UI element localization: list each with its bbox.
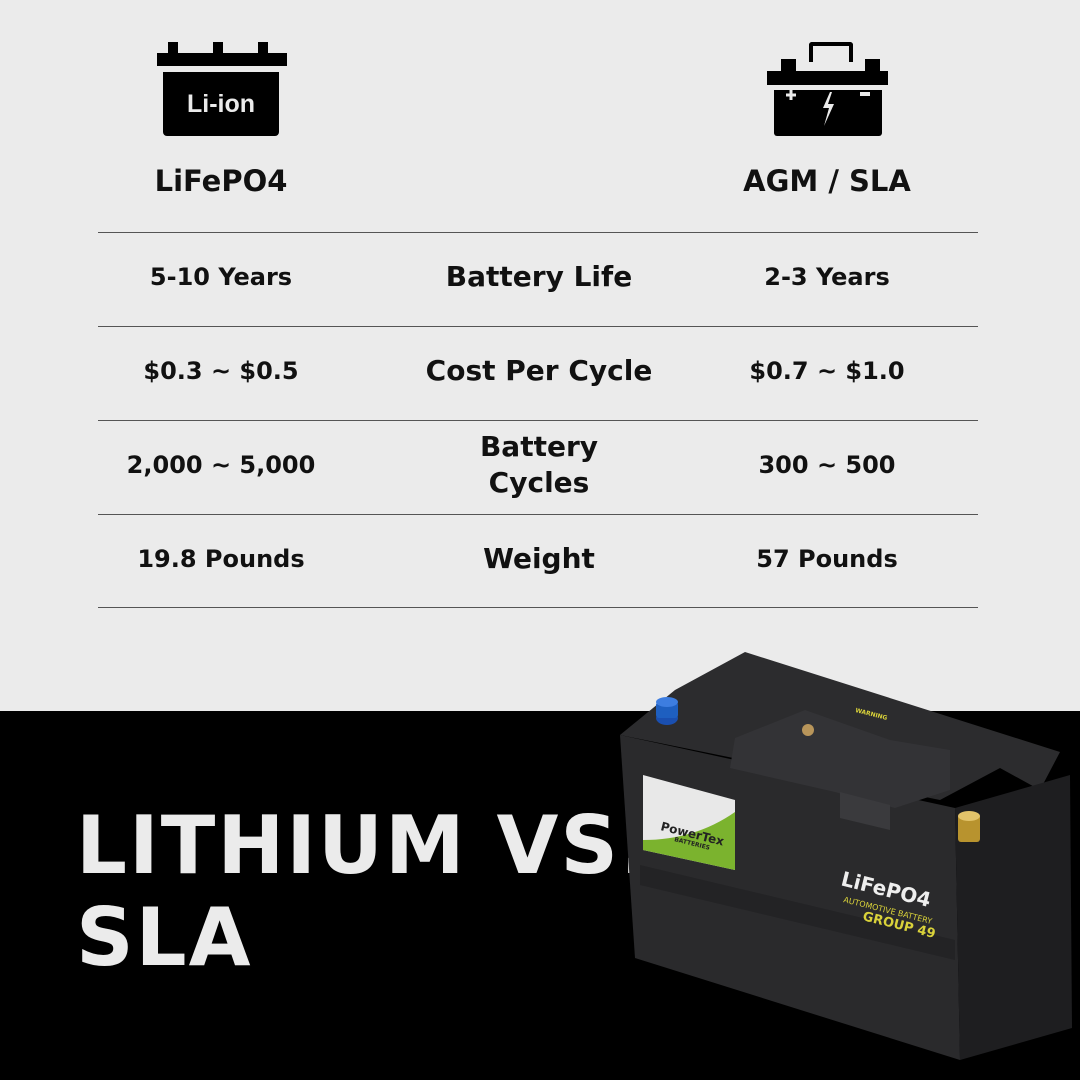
agm-value: $0.7 ~ $1.0 — [749, 357, 905, 385]
li-ion-label: Li-ion — [186, 89, 256, 118]
lifepo4-value: $0.3 ~ $0.5 — [143, 357, 299, 385]
divider — [98, 326, 978, 327]
lifepo4-heading: LiFePO4 — [154, 164, 288, 198]
lifepo4-battery-image: PowerTex BATTERIES LiFePO4 AUTOMOTIVE BA… — [620, 652, 1072, 1060]
positive-terminal — [958, 814, 980, 842]
car-battery-icon — [767, 42, 888, 136]
agm-sla-heading: AGM / SLA — [743, 164, 911, 198]
divider — [98, 420, 978, 421]
metric-label: Battery Cycles — [479, 430, 599, 499]
divider — [98, 514, 978, 515]
divider — [98, 607, 978, 608]
lifepo4-value: 2,000 ~ 5,000 — [126, 451, 316, 479]
metric-label: Weight — [483, 542, 595, 575]
divider — [98, 232, 978, 233]
metric-label: Battery Life — [445, 260, 633, 293]
li-ion-battery-icon: Li-ion — [157, 42, 287, 136]
lifepo4-value: 19.8 Pounds — [137, 545, 305, 573]
title-line-2: SLA — [76, 891, 253, 984]
agm-value: 2-3 Years — [764, 263, 890, 291]
agm-value: 300 ~ 500 — [758, 451, 896, 479]
agm-value: 57 Pounds — [756, 545, 898, 573]
lifepo4-value: 5-10 Years — [149, 263, 293, 291]
banner-title: LITHIUM VS. SLA — [76, 800, 652, 984]
title-line-1: LITHIUM VS. — [76, 799, 653, 892]
metric-label: Cost Per Cycle — [425, 354, 653, 387]
